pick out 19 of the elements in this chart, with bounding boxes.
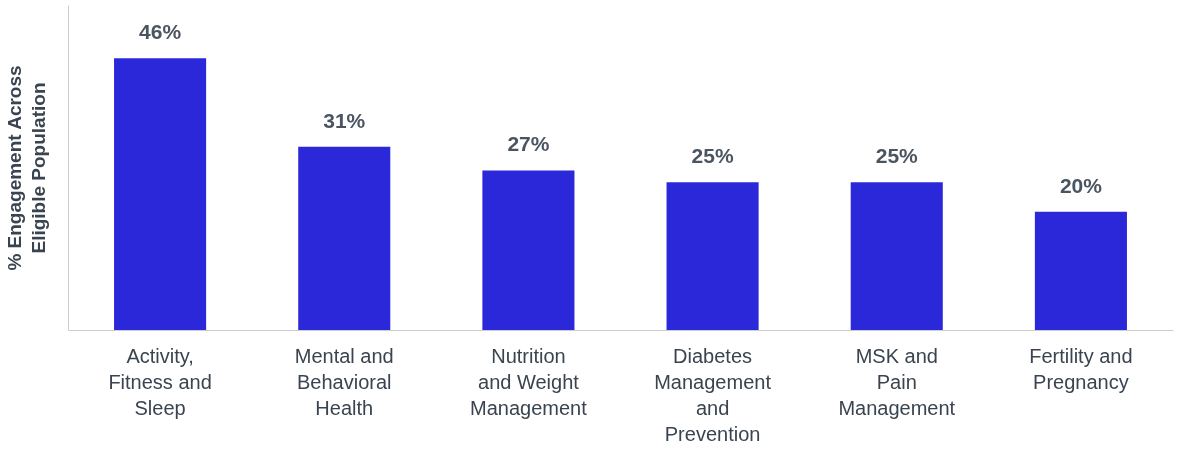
bar: [482, 170, 575, 330]
bar: [298, 146, 391, 330]
data-label: 46%: [139, 20, 182, 44]
x-tick-label: Fertility and Pregnancy: [1029, 344, 1133, 393]
bar: [1034, 211, 1127, 330]
bar: [114, 58, 207, 330]
x-tick-label: Activity, Fitness and Sleep: [108, 344, 212, 419]
y-axis-title: % Engagement Across Eligible Population: [3, 65, 49, 271]
data-label: 25%: [691, 144, 734, 168]
x-tick-label: MSK and Pain Management: [838, 344, 956, 419]
data-label: 31%: [323, 108, 366, 132]
data-label: 20%: [1059, 173, 1103, 197]
x-tick-label: Nutrition and Weight Management: [470, 344, 588, 419]
data-label: 25%: [875, 144, 919, 168]
x-tick-label: Mental and Behavioral Health: [294, 344, 394, 419]
x-tick-label: Diabetes Management and Prevention: [654, 344, 772, 445]
bar: [850, 182, 943, 330]
data-label: 27%: [507, 132, 550, 156]
bar: [666, 182, 759, 330]
